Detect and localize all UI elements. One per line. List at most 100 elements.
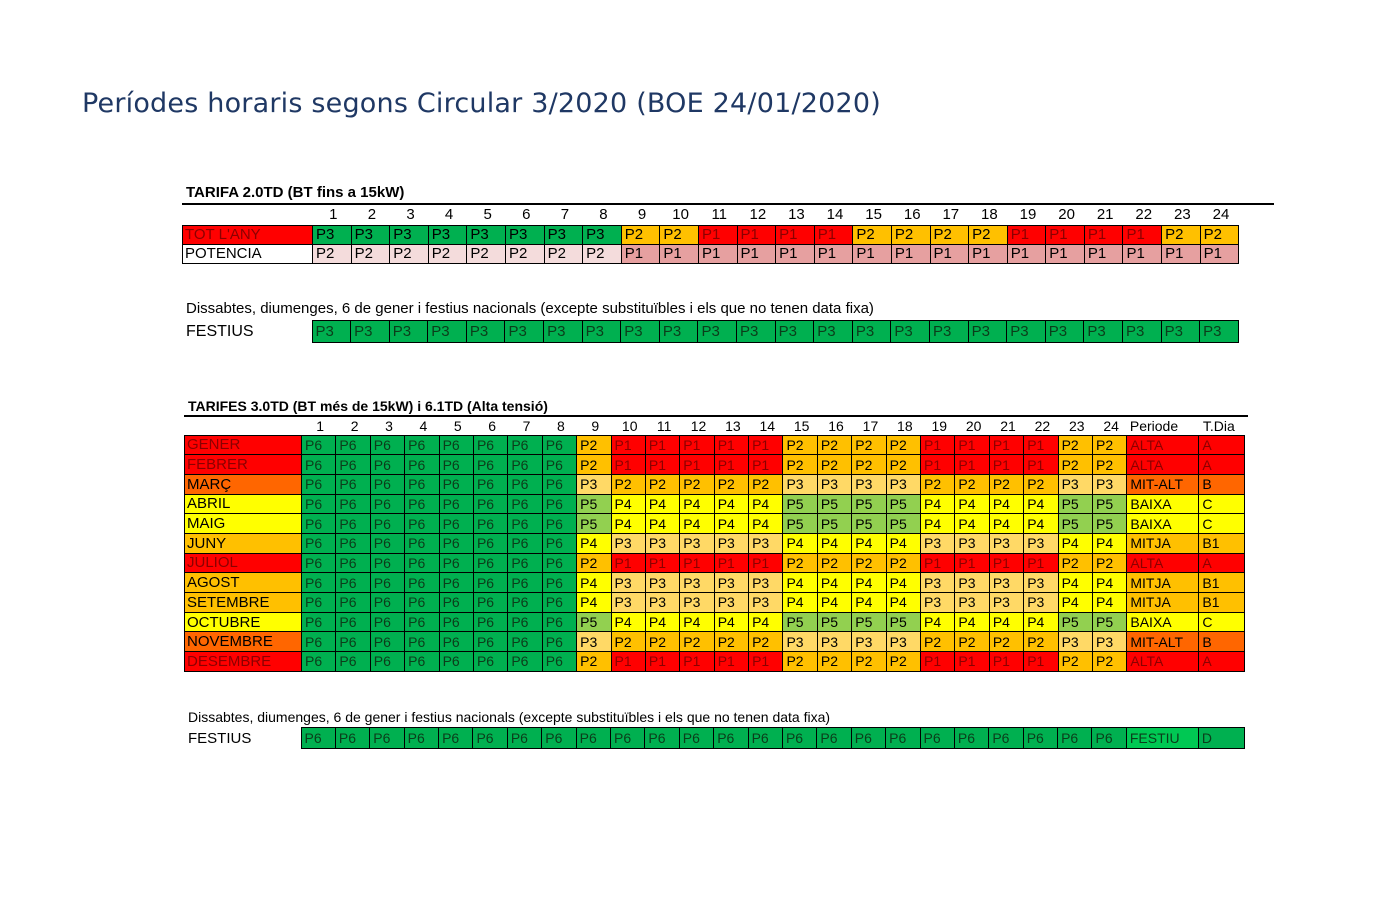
tarifa30-period-cell: P1 xyxy=(610,434,646,456)
tarifa30-festius-cell: P6 xyxy=(610,727,646,749)
tarifa30-tdia-cell: A xyxy=(1198,434,1246,456)
tarifa30-period-cell: P6 xyxy=(335,493,371,515)
tarifa30-period-cell: P4 xyxy=(1057,572,1093,593)
tarifa30-period-cell: P3 xyxy=(782,631,818,653)
tarifa30-period-cell: P3 xyxy=(885,473,922,495)
tarifa30-row-gener: GENER P6 P6 P6 P6 P6 P6 P6 P6 P2 P1 P1 P1 P1 P1 P2 P2 P2 P… xyxy=(184,434,1246,456)
tarifa30-periode-cell: MITJA xyxy=(1126,592,1200,613)
tarifa20-period-cell: P1 xyxy=(1006,243,1047,264)
tarifa30-period-cell: P4 xyxy=(576,572,612,593)
tarifa20-hour-16: 16 xyxy=(903,206,921,224)
tarifa30-period-cell: P2 xyxy=(782,434,818,456)
tarifa30-period-cell: P2 xyxy=(679,631,715,653)
tarifa30-periode-cell: MITJA xyxy=(1126,532,1200,554)
tarifa30-period-cell: P6 xyxy=(541,592,578,613)
tarifa30-period-cell: P5 xyxy=(782,493,818,515)
tarifa20-period-cell: P2 xyxy=(890,224,931,245)
tarifa30-hour-4: 4 xyxy=(419,417,428,434)
tarifa30-tdia-cell: A xyxy=(1198,651,1246,672)
tarifa30-period-cell: P3 xyxy=(816,631,853,653)
tarifa20-period-cell: P2 xyxy=(543,243,584,264)
tarifa30-period-cell: P4 xyxy=(679,493,715,515)
tarifa30-period-cell: P5 xyxy=(816,513,853,534)
tarifa20-period-cell: P2 xyxy=(659,224,699,245)
tarifa30-festius-cell: P6 xyxy=(369,727,405,749)
tarifa30-period-cell: P2 xyxy=(851,434,887,456)
tarifa30-period-cell: P4 xyxy=(748,611,784,633)
tarifa20-rule xyxy=(182,203,1274,205)
tarifa30-month-label: AGOST xyxy=(184,572,302,593)
tarifa30-period-cell: P3 xyxy=(1023,532,1059,554)
tarifa30-period-cell: P2 xyxy=(1091,552,1128,574)
tarifa20-hour-14: 14 xyxy=(826,206,844,224)
tarifa30-period-cell: P6 xyxy=(404,532,440,554)
tarifa20-period-cell: P1 xyxy=(813,224,854,245)
tarifa30-period-cell: P4 xyxy=(816,532,853,554)
tarifa30-period-cell: P6 xyxy=(472,552,509,574)
tarifa30-tdia-cell: B1 xyxy=(1198,532,1246,554)
tarifa30-festius-periode: FESTIU xyxy=(1125,727,1199,749)
tarifa30-period-cell: P6 xyxy=(472,611,509,633)
tarifa30-period-cell: P6 xyxy=(541,434,578,456)
tarifa20-hour-21: 21 xyxy=(1096,206,1114,224)
tarifa20-row: TOT L'ANY P3 P3 P3 P3 P3 P3 P3 P3 P2 P2 P1 P1 P1 P1 P2 P… xyxy=(182,224,1240,245)
tarifa30-period-cell: P2 xyxy=(782,552,818,574)
tarifa30-month-label: GENER xyxy=(184,434,302,456)
tarifa30-period-cell: P2 xyxy=(576,434,612,456)
tarifa30-table: 1 2 3 4 5 6 7 8 9 10 11 12 13 14 15 16 17 18 19 20 21 22 23 24 P… xyxy=(184,417,1246,672)
tarifa30-period-cell: P6 xyxy=(438,572,474,593)
tarifa30-period-cell: P6 xyxy=(438,493,474,515)
tarifa30-period-cell: P6 xyxy=(541,493,578,515)
tarifa30-tdia-cell: A xyxy=(1198,454,1246,475)
tarifa30-period-cell: P4 xyxy=(679,611,715,633)
tarifa30-periode-cell: ALTA xyxy=(1126,552,1200,574)
tarifa30-period-cell: P6 xyxy=(507,493,543,515)
tarifa30-period-cell: P4 xyxy=(713,493,750,515)
tarifa30-period-cell: P6 xyxy=(300,592,337,613)
tarifa30-period-cell: P4 xyxy=(816,592,853,613)
tarifa30-festius-tdia: D xyxy=(1197,727,1245,749)
tarifa20-festius-cell: P3 xyxy=(967,320,1008,343)
tarifa30-period-cell: P6 xyxy=(335,611,371,633)
tarifa30-period-cell: P6 xyxy=(404,513,440,534)
tarifa30-period-cell: P2 xyxy=(576,651,612,672)
tarifa30-period-cell: P2 xyxy=(1057,434,1093,456)
tarifa20-period-cell: P2 xyxy=(929,224,970,245)
tarifa30-hour-6: 6 xyxy=(488,417,497,434)
tarifa30-period-cell: P2 xyxy=(885,454,922,475)
tarifa20-period-cell: P1 xyxy=(1122,224,1163,245)
tarifa30-festius-cell: P6 xyxy=(644,727,680,749)
tarifa30-hour-17: 17 xyxy=(862,417,879,434)
tarifa20-hour-20: 20 xyxy=(1058,206,1075,224)
tarifa20-header-row: 1 2 3 4 5 6 7 8 9 10 11 12 13 14 15 16 17 18 19 20 21 22 23 24 xyxy=(183,205,1239,225)
tarifa30-period-cell: P3 xyxy=(920,572,956,593)
tarifa30-period-cell: P2 xyxy=(851,454,887,475)
tarifa20-period-cell: P2 xyxy=(582,243,622,264)
tarifa30-period-cell: P6 xyxy=(472,631,509,653)
tarifa30-period-cell: P1 xyxy=(920,552,956,574)
tarifa20-festius-cell: P3 xyxy=(1160,320,1201,343)
tarifa30-month-label: FEBRER xyxy=(184,454,302,475)
tarifa30-hour-14: 14 xyxy=(759,417,776,434)
tarifa20-period-cell: P2 xyxy=(466,243,506,264)
tarifa30-period-cell: P1 xyxy=(644,454,681,475)
tarifa30-period-cell: P1 xyxy=(988,434,1025,456)
tarifa30-period-cell: P4 xyxy=(679,513,715,534)
tarifa30-period-cell: P1 xyxy=(954,454,990,475)
tarifa30-period-cell: P6 xyxy=(472,651,509,672)
tarifa30-period-cell: P1 xyxy=(1023,552,1059,574)
tarifa30-period-cell: P5 xyxy=(1057,493,1093,515)
tarifa30-festius-cell: P6 xyxy=(403,727,440,749)
tarifa30-period-cell: P1 xyxy=(610,454,646,475)
tarifa30-festius-cell: P6 xyxy=(919,727,955,749)
tarifa30-hour-1: 1 xyxy=(316,417,325,434)
tarifa30-period-cell: P6 xyxy=(438,592,474,613)
tarifa20-period-cell: P3 xyxy=(504,224,545,245)
tarifa30-period-cell: P4 xyxy=(713,611,750,633)
tarifa20-festius-cell: P3 xyxy=(543,320,583,343)
tarifa30-title: TARIFES 3.0TD (BT més de 15kW) i 6.1TD (… xyxy=(188,398,548,414)
tarifa30-period-cell: P3 xyxy=(679,572,715,593)
tarifa30-period-cell: P2 xyxy=(1057,454,1093,475)
tarifa30-period-cell: P6 xyxy=(335,592,371,613)
tarifa30-period-cell: P6 xyxy=(438,454,474,475)
